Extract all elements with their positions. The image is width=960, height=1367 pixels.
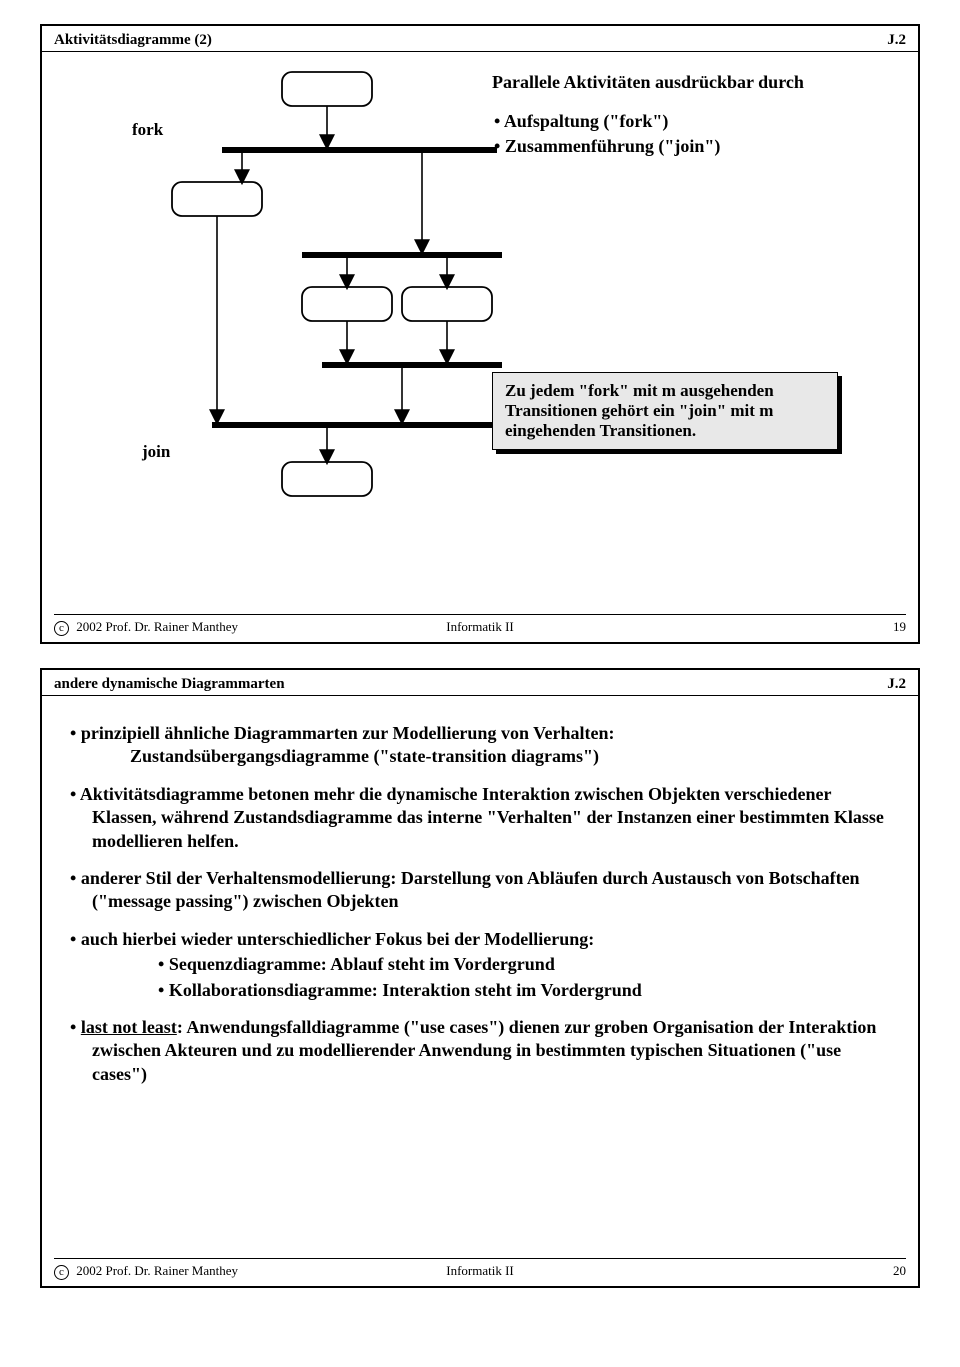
- slide2-item-3-subbullet-0: Sequenzdiagramme: Ablauf steht im Vorder…: [180, 953, 890, 976]
- slide2-footer: c 2002 Prof. Dr. Rainer Manthey Informat…: [54, 1258, 906, 1280]
- slide1-body: fork join Parallele Aktivitäten ausdrück…: [42, 52, 918, 602]
- slide-2: andere dynamische Diagrammarten J.2 prin…: [40, 668, 920, 1288]
- slide2-title: andere dynamische Diagrammarten: [54, 676, 285, 693]
- slide2-item-3: auch hierbei wieder unterschiedlicher Fo…: [70, 928, 890, 951]
- activity-diagram: fork join: [102, 62, 502, 532]
- footer-center: Informatik II: [54, 1263, 906, 1279]
- slide2-item-2: anderer Stil der Verhaltensmodellierung:…: [70, 867, 890, 914]
- slide1-header: Aktivitätsdiagramme (2) J.2: [42, 26, 918, 52]
- slide2-header: andere dynamische Diagrammarten J.2: [42, 670, 918, 696]
- slide2-body: prinzipiell ähnliche Diagrammarten zur M…: [42, 696, 918, 1086]
- footer-center: Informatik II: [54, 619, 906, 635]
- slide1-heading: Parallele Aktivitäten ausdrückbar durch: [492, 72, 852, 93]
- diagram-svg: [102, 62, 522, 532]
- slide2-item-4: last not least: Anwendungsfalldiagramme …: [70, 1016, 890, 1086]
- slide1-footer: c 2002 Prof. Dr. Rainer Manthey Informat…: [54, 614, 906, 636]
- slide1-bullet-1: Zusammenführung ("join"): [510, 136, 852, 157]
- slide2-section: J.2: [887, 676, 906, 693]
- slide2-item-0: prinzipiell ähnliche Diagrammarten zur M…: [70, 722, 890, 745]
- slide2-item-3-subbullet-1: Kollaborationsdiagramme: Interaktion ste…: [180, 979, 890, 1002]
- slide1-section: J.2: [887, 32, 906, 49]
- slide1-bullet-0: Aufspaltung ("fork"): [510, 111, 852, 132]
- slide1-title: Aktivitätsdiagramme (2): [54, 32, 212, 49]
- slide-1: Aktivitätsdiagramme (2) J.2 fork join Pa…: [40, 24, 920, 644]
- slide2-item-0-sub-0: Zustandsübergangsdiagramme ("state-trans…: [130, 745, 890, 768]
- slide2-item-1: Aktivitätsdiagramme betonen mehr die dyn…: [70, 783, 890, 853]
- slide1-text: Parallele Aktivitäten ausdrückbar durch …: [492, 72, 852, 161]
- slide1-note: Zu jedem "fork" mit m ausgehenden Transi…: [492, 372, 838, 450]
